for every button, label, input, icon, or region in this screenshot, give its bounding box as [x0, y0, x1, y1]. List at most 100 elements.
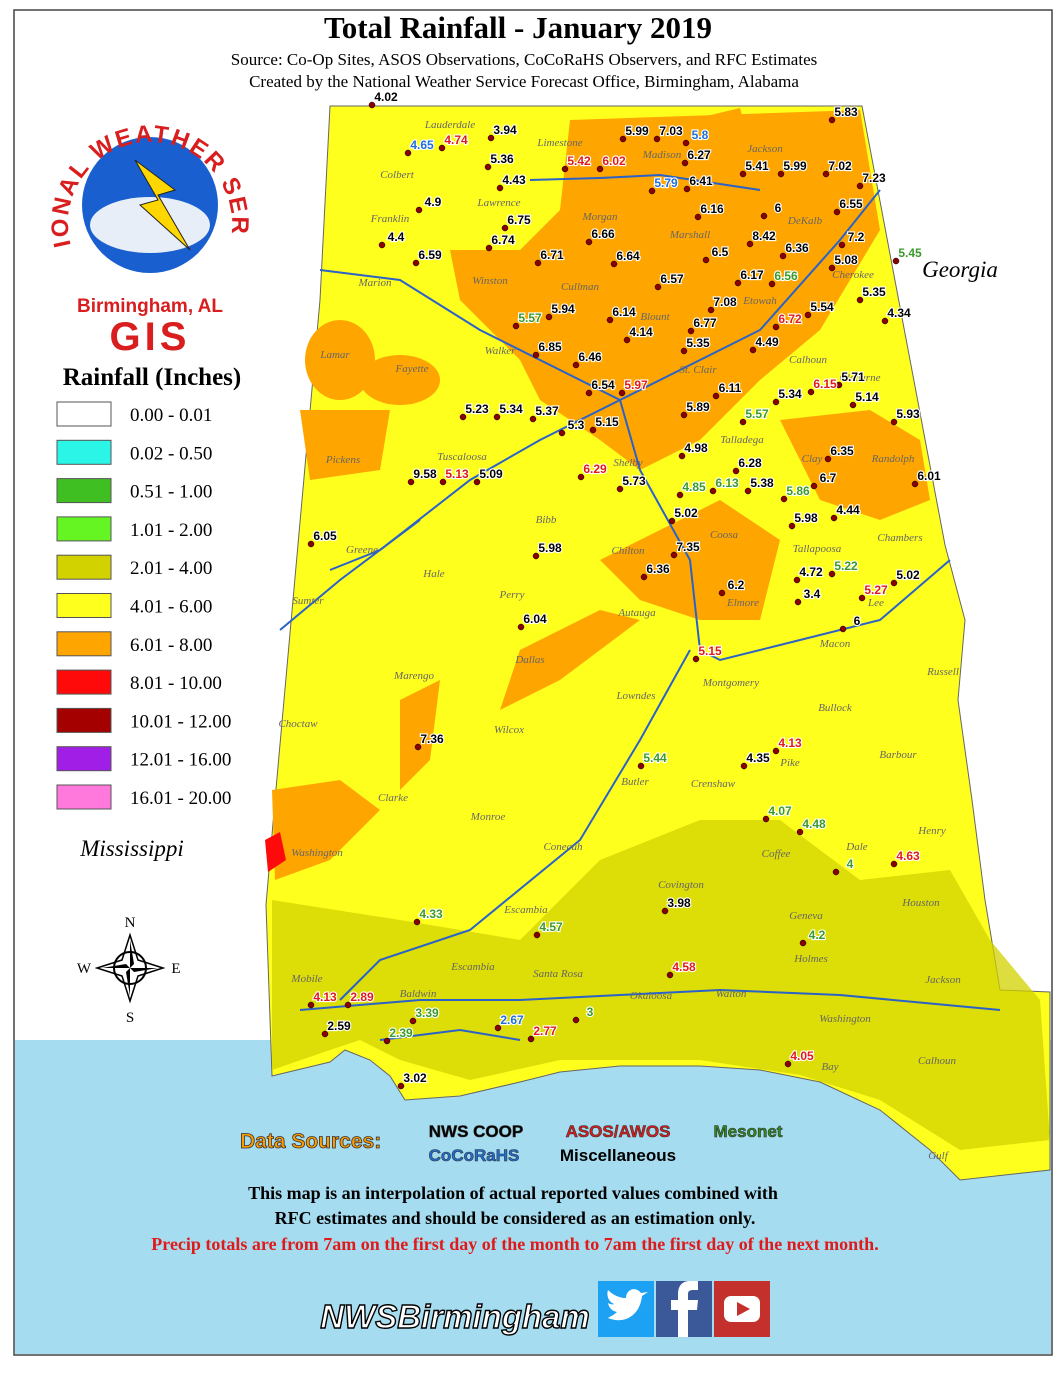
county-label: Chambers — [877, 532, 922, 544]
station-value: 6.27 — [687, 148, 711, 162]
station-value: 4.48 — [802, 817, 826, 831]
station-value: 4.05 — [790, 1049, 814, 1063]
station-dot — [799, 939, 807, 947]
station-value: 6.71 — [540, 248, 564, 262]
station-value: 5.94 — [551, 302, 575, 316]
legend-swatch — [56, 631, 112, 657]
station-dot — [666, 971, 674, 979]
legend-swatch — [56, 784, 112, 810]
station-value: 7.03 — [659, 124, 683, 138]
station-value: 4.07 — [768, 804, 792, 818]
county-label: Washington — [291, 847, 343, 859]
station-dot — [529, 415, 537, 423]
station-dot — [610, 260, 618, 268]
legend-label: 0.02 - 0.50 — [130, 443, 212, 464]
station-dot — [810, 482, 818, 490]
station-dot — [772, 747, 780, 755]
note: RFC estimates and should be considered a… — [275, 1208, 756, 1228]
county-label: Bay — [821, 1061, 838, 1073]
county-label: Jackson — [925, 974, 961, 986]
station-value: 4.63 — [896, 849, 920, 863]
county-label: Clay — [802, 453, 823, 465]
county-label: Perry — [498, 589, 524, 601]
station-dot — [407, 478, 415, 486]
station-value: 4.85 — [682, 480, 706, 494]
station-value: 3.98 — [667, 896, 691, 910]
station-value: 4.74 — [444, 133, 468, 147]
station-dot — [487, 134, 495, 142]
station-value: 6.14 — [612, 305, 636, 319]
station-dot — [804, 311, 812, 319]
station-value: 5.54 — [810, 300, 834, 314]
station-dot — [858, 594, 866, 602]
station-dot — [760, 212, 768, 220]
county-label: Greene — [346, 544, 378, 556]
station-value: 6.46 — [578, 350, 602, 364]
station-value: 6.11 — [719, 381, 742, 395]
station-value: 5.13 — [445, 467, 469, 481]
data-source: Mesonet — [714, 1122, 783, 1141]
station-dot — [772, 398, 780, 406]
station-value: 5.08 — [834, 253, 858, 267]
station-dot — [676, 491, 684, 499]
station-dot — [494, 1024, 502, 1032]
station-dot — [439, 478, 447, 486]
station-value: 5.83 — [834, 105, 858, 119]
station-dot — [493, 413, 501, 421]
station-dot — [532, 552, 540, 560]
county-label: Elmore — [726, 597, 759, 609]
station-dot — [409, 1017, 417, 1025]
station-dot — [768, 280, 776, 288]
station-value: 2.39 — [389, 1026, 413, 1040]
station-value: 7.35 — [676, 540, 700, 554]
station-dot — [779, 252, 787, 260]
legend-swatch — [56, 746, 112, 772]
county-label: Coosa — [710, 529, 739, 541]
legend-swatch — [56, 439, 112, 465]
station-dot — [532, 351, 540, 359]
county-label: Tallapoosa — [793, 543, 842, 555]
orange-areas — [272, 108, 930, 880]
station-value: 6.02 — [602, 154, 626, 168]
county-label: Baldwin — [400, 988, 437, 1000]
legend-label: 8.01 - 10.00 — [130, 673, 222, 694]
station-dot — [459, 413, 467, 421]
station-dot — [702, 256, 710, 264]
legend-swatch — [56, 707, 112, 733]
station-value: 6.29 — [583, 462, 607, 476]
station-value: 5.42 — [567, 154, 591, 168]
olive-areas — [272, 820, 1050, 1150]
station-value: 4.2 — [809, 928, 826, 942]
county-label: Winston — [472, 275, 508, 287]
station-value: 5.22 — [834, 559, 858, 573]
station-value: 5.89 — [686, 400, 710, 414]
legend-swatch — [56, 593, 112, 618]
county-label: Tuscaloosa — [437, 451, 487, 463]
county-label: Cleburne — [840, 372, 881, 384]
station-dot — [545, 313, 553, 321]
station-value: 4.14 — [629, 325, 653, 339]
station-value: 5.57 — [518, 311, 542, 325]
station-dot — [712, 392, 720, 400]
station-value: 7.2 — [848, 230, 865, 244]
station-value: 6.17 — [740, 268, 764, 282]
social-icons — [598, 1281, 770, 1337]
station-dot — [534, 259, 542, 267]
station-dot — [344, 1001, 352, 1009]
station-dot — [824, 455, 832, 463]
station-value: 4.44 — [836, 503, 860, 517]
station-value: 6.57 — [660, 272, 684, 286]
station-value: 6.59 — [418, 248, 442, 262]
station-value: 6.74 — [491, 233, 515, 247]
station-value: 4.4 — [388, 230, 405, 244]
legend-label: 0.00 - 0.01 — [130, 405, 212, 426]
station-dot — [572, 361, 580, 369]
station-value: 6.75 — [507, 213, 531, 227]
station-value: 6.77 — [693, 316, 717, 330]
county-label: Etowah — [742, 295, 777, 307]
county-label: Autauga — [617, 607, 656, 619]
station-value: 5.8 — [692, 128, 709, 142]
station-dot — [640, 573, 648, 581]
station-value: 6.66 — [591, 227, 615, 241]
subtitle: Source: Co-Op Sites, ASOS Observations, … — [231, 50, 818, 69]
